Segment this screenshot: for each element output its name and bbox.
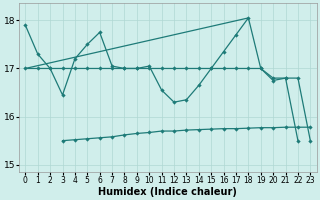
X-axis label: Humidex (Indice chaleur): Humidex (Indice chaleur)	[98, 187, 237, 197]
